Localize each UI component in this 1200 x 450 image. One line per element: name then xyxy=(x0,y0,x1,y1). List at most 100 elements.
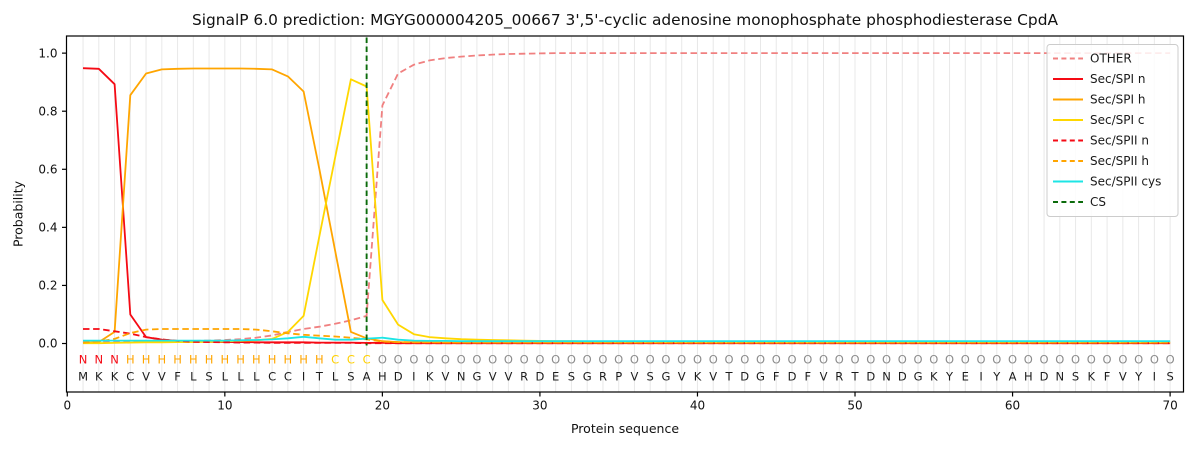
sequence-letter: V xyxy=(820,370,828,384)
annotation-letter: H xyxy=(126,353,135,367)
legend: OTHER Sec/SPI n Sec/SPI h Sec/SPI c Sec/SPII… xyxy=(1046,44,1179,217)
sequence-letter: K xyxy=(95,370,103,384)
y-tick-label: 0.2 xyxy=(38,279,57,293)
gridlines xyxy=(82,36,1171,392)
sequence-letter: V xyxy=(504,370,512,384)
annotation-letter: O xyxy=(1134,353,1143,367)
series-sec-spii-h xyxy=(82,328,1171,344)
sequence-letter: F xyxy=(174,370,181,384)
annotation-letter: O xyxy=(1087,353,1096,367)
annotation-letter: H xyxy=(173,353,182,367)
annotation-letter: O xyxy=(504,353,513,367)
legend-entry-label: Sec/SPII h xyxy=(1090,154,1149,168)
annotation-letter: O xyxy=(772,353,781,367)
sequence-letter: V xyxy=(441,370,449,384)
x-axis-label: Protein sequence xyxy=(570,421,680,436)
annotation-letter: O xyxy=(425,353,434,367)
annotation-letter: O xyxy=(724,353,733,367)
annotation-letter: O xyxy=(898,353,907,367)
annotation-letter: H xyxy=(299,353,308,367)
sequence-letter: Y xyxy=(945,370,954,384)
sequence-letter: I xyxy=(302,370,305,384)
y-tick-label: 1.0 xyxy=(38,46,57,60)
annotation-letter: O xyxy=(740,353,749,367)
sequence-letter: T xyxy=(315,370,324,384)
sequence-letter: D xyxy=(535,370,544,384)
y-tick-label: 0.8 xyxy=(38,104,57,118)
sequence-letter: L xyxy=(190,370,197,384)
annotation-letter: O xyxy=(929,353,938,367)
annotation-letter: N xyxy=(94,353,103,367)
annotation-letter: O xyxy=(1118,353,1127,367)
annotation-letter: H xyxy=(221,353,230,367)
legend-entry-label: Sec/SPI c xyxy=(1090,113,1144,127)
annotation-letter: O xyxy=(1166,353,1175,367)
annotation-letter: H xyxy=(157,353,166,367)
annotation-letter: O xyxy=(1103,353,1112,367)
sequence-letter: V xyxy=(678,370,686,384)
annotation-letter: O xyxy=(441,353,450,367)
annotation-letter: O xyxy=(614,353,623,367)
sequence-letter: S xyxy=(205,370,212,384)
legend-entry-label: OTHER xyxy=(1090,52,1132,66)
annotation-letter: O xyxy=(551,353,560,367)
sequence-letter: K xyxy=(930,370,938,384)
annotation-letter: C xyxy=(363,353,371,367)
sequence-letter: R xyxy=(835,370,843,384)
sequence-letter: G xyxy=(472,370,481,384)
series-sec-spi-n xyxy=(82,67,1171,345)
sequence-letter: V xyxy=(142,370,150,384)
legend-entry-label: Sec/SPI n xyxy=(1090,72,1145,86)
x-tick-label: 70 xyxy=(1162,399,1177,413)
series-curves xyxy=(82,52,1171,345)
sequence-letter: L xyxy=(222,370,229,384)
sequence-letter: L xyxy=(332,370,339,384)
annotation-letter: O xyxy=(850,353,859,367)
series-sec-spi-h xyxy=(82,67,1171,344)
x-tick-label: 30 xyxy=(532,399,547,413)
annotation-letter: O xyxy=(1024,353,1033,367)
annotation-letter: O xyxy=(394,353,403,367)
y-tick-label: 0.6 xyxy=(38,162,57,176)
sequence-letter: N xyxy=(882,370,891,384)
sequence-letter: L xyxy=(253,370,260,384)
sequence-letter: D xyxy=(898,370,907,384)
axes-frame xyxy=(65,35,1185,393)
sequence-letter: C xyxy=(126,370,134,384)
annotation-letter: O xyxy=(520,353,529,367)
annotation-letter: O xyxy=(1055,353,1064,367)
annotation-letter: O xyxy=(914,353,923,367)
sequence-letter: E xyxy=(962,370,969,384)
x-axis-ticks: 0 10 20 30 40 50 60 70 xyxy=(63,392,1178,413)
annotation-letter: H xyxy=(189,353,198,367)
sequence-letter: A xyxy=(363,370,371,384)
annotation-letter: O xyxy=(882,353,891,367)
annotation-letter: O xyxy=(803,353,812,367)
annotation-letter: O xyxy=(1008,353,1017,367)
annotation-letter: O xyxy=(567,353,576,367)
series-other xyxy=(83,52,1171,344)
sequence-letter: A xyxy=(1009,370,1017,384)
annotation-letter: H xyxy=(284,353,293,367)
sequence-letter: D xyxy=(866,370,875,384)
sequence-letter: K xyxy=(694,370,702,384)
sequence-letter: D xyxy=(1040,370,1049,384)
legend-entry-label: Sec/SPII n xyxy=(1090,134,1149,148)
sequence-letter: Y xyxy=(1134,370,1143,384)
sequence-letter: V xyxy=(158,370,166,384)
sequence-letter: G xyxy=(662,370,671,384)
annotation-letter: O xyxy=(819,353,828,367)
annotation-letter: O xyxy=(457,353,466,367)
annotation-letter: C xyxy=(331,353,339,367)
annotation-letter: O xyxy=(945,353,954,367)
sequence-letter: N xyxy=(1056,370,1065,384)
annotation-letter: H xyxy=(205,353,214,367)
x-tick-label: 60 xyxy=(1005,399,1020,413)
sequence-letter: S xyxy=(568,370,575,384)
x-tick-label: 0 xyxy=(63,399,71,413)
sequence-letter: T xyxy=(851,370,860,384)
sequence-letter: D xyxy=(788,370,797,384)
sequence-letter: D xyxy=(740,370,749,384)
